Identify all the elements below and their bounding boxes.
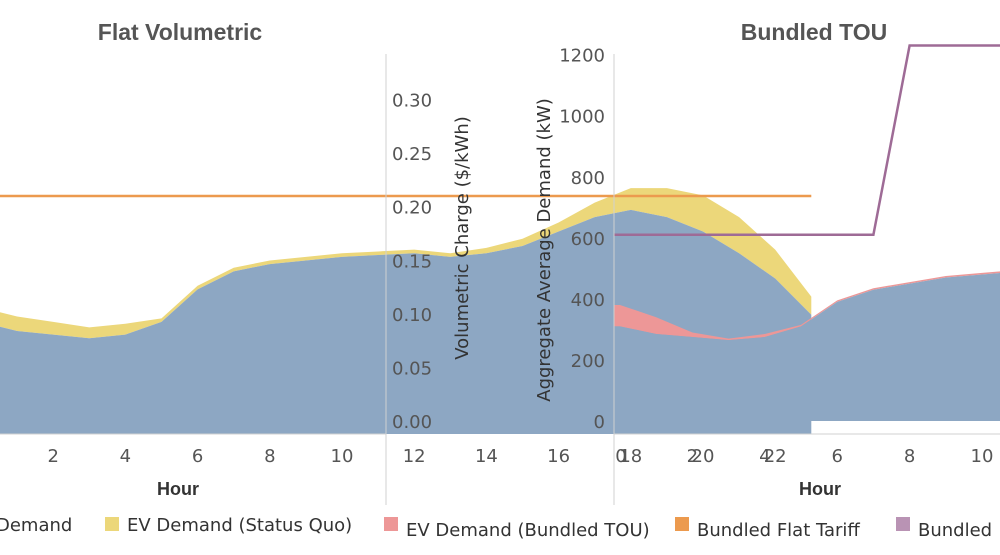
x-tick-label: 10 [971, 446, 994, 467]
legend-item: Demand [0, 515, 72, 536]
x-tick-label: 14 [475, 446, 498, 467]
right-axis-label: Volumetric Charge ($/kWh) [452, 116, 473, 360]
right-tick-label: 0.25 [392, 144, 432, 165]
y-tick-label: 1200 [559, 46, 605, 67]
legend-label: Bundled Flat Tariff [697, 520, 860, 541]
y-tick-label: 0 [594, 412, 605, 433]
y-axis-label: Aggregate Average Demand (kW) [534, 98, 555, 402]
x-tick-label: 20 [692, 446, 715, 467]
legend: Demand EV Demand (Status Quo) EV Demand (B… [0, 515, 992, 541]
legend-item: EV Demand (Bundled TOU) [384, 517, 650, 541]
right-tick-label: 0.10 [392, 305, 432, 326]
right-tick-label: 0.15 [392, 251, 432, 272]
x-tick-label: 8 [264, 446, 275, 467]
right-tick-label: 0.20 [392, 198, 432, 219]
x-tick-label: 8 [904, 446, 915, 467]
x-tick-label: 16 [547, 446, 570, 467]
x-tick-labels: 024681012141618202 [615, 446, 994, 467]
chart-title: Flat Volumetric [98, 19, 263, 45]
series-bundled [614, 44, 1000, 237]
y-tick-label: 1000 [559, 107, 605, 128]
legend-item: Bundled [896, 517, 992, 541]
legend-item: EV Demand (Status Quo) [105, 515, 352, 536]
x-axis-label: Hour [799, 479, 841, 499]
series-demand [0, 209, 812, 434]
legend-swatch [384, 517, 398, 531]
x-axis-label: Hour [157, 479, 199, 499]
right-tick-label: 0.30 [392, 91, 432, 112]
x-tick-label: 4 [759, 446, 770, 467]
left-chart-flat-volumetric: Flat Volumetric 2 4 6 8 10 12 14 16 18 20 22 0.300… [0, 19, 812, 505]
x-tick-label: 6 [831, 446, 842, 467]
x-tick-label: 2 [47, 446, 58, 467]
series-demand [614, 272, 1000, 421]
x-tick-label: 0 [615, 446, 626, 467]
legend-label: EV Demand (Bundled TOU) [406, 520, 650, 541]
y-tick-labels: 1200 1000 800 600 400 200 0 [559, 46, 605, 433]
x-tick-label: 6 [192, 446, 203, 467]
x-tick-label: 4 [120, 446, 131, 467]
legend-label: Bundled [918, 520, 992, 541]
y-tick-label: 800 [571, 168, 605, 189]
x-tick-label: 18 [619, 446, 642, 467]
y-tick-label: 400 [571, 290, 605, 311]
right-tick-labels: 0.30 0.25 0.20 0.15 0.10 0.05 0.00 [392, 91, 432, 433]
x-tick-labels: 2 4 6 8 10 12 14 16 18 20 22 [47, 446, 786, 467]
series-ev-demand-bundled-tou [614, 271, 1000, 341]
x-tick-label: 22 [764, 446, 787, 467]
y-tick-label: 200 [571, 351, 605, 372]
legend-item: Bundled Flat Tariff [675, 517, 860, 541]
plot-area [614, 44, 1000, 421]
x-tick-label: 12 [403, 446, 426, 467]
legend-swatch [675, 517, 689, 531]
right-tick-label: 0.05 [392, 358, 432, 379]
y-tick-label: 600 [571, 229, 605, 250]
legend-label: Demand [0, 515, 72, 536]
right-tick-label: 0.00 [392, 412, 432, 433]
legend-swatch [105, 517, 119, 531]
chart-title: Bundled TOU [741, 19, 888, 45]
plot-area [0, 188, 812, 434]
legend-label: EV Demand (Status Quo) [127, 515, 352, 536]
right-chart-bundled-tou: Bundled TOU Aggregate Average Demand (kW… [534, 19, 1000, 505]
x-tick-label: 2 [687, 446, 698, 467]
x-tick-label: 10 [331, 446, 354, 467]
legend-swatch [896, 517, 910, 531]
